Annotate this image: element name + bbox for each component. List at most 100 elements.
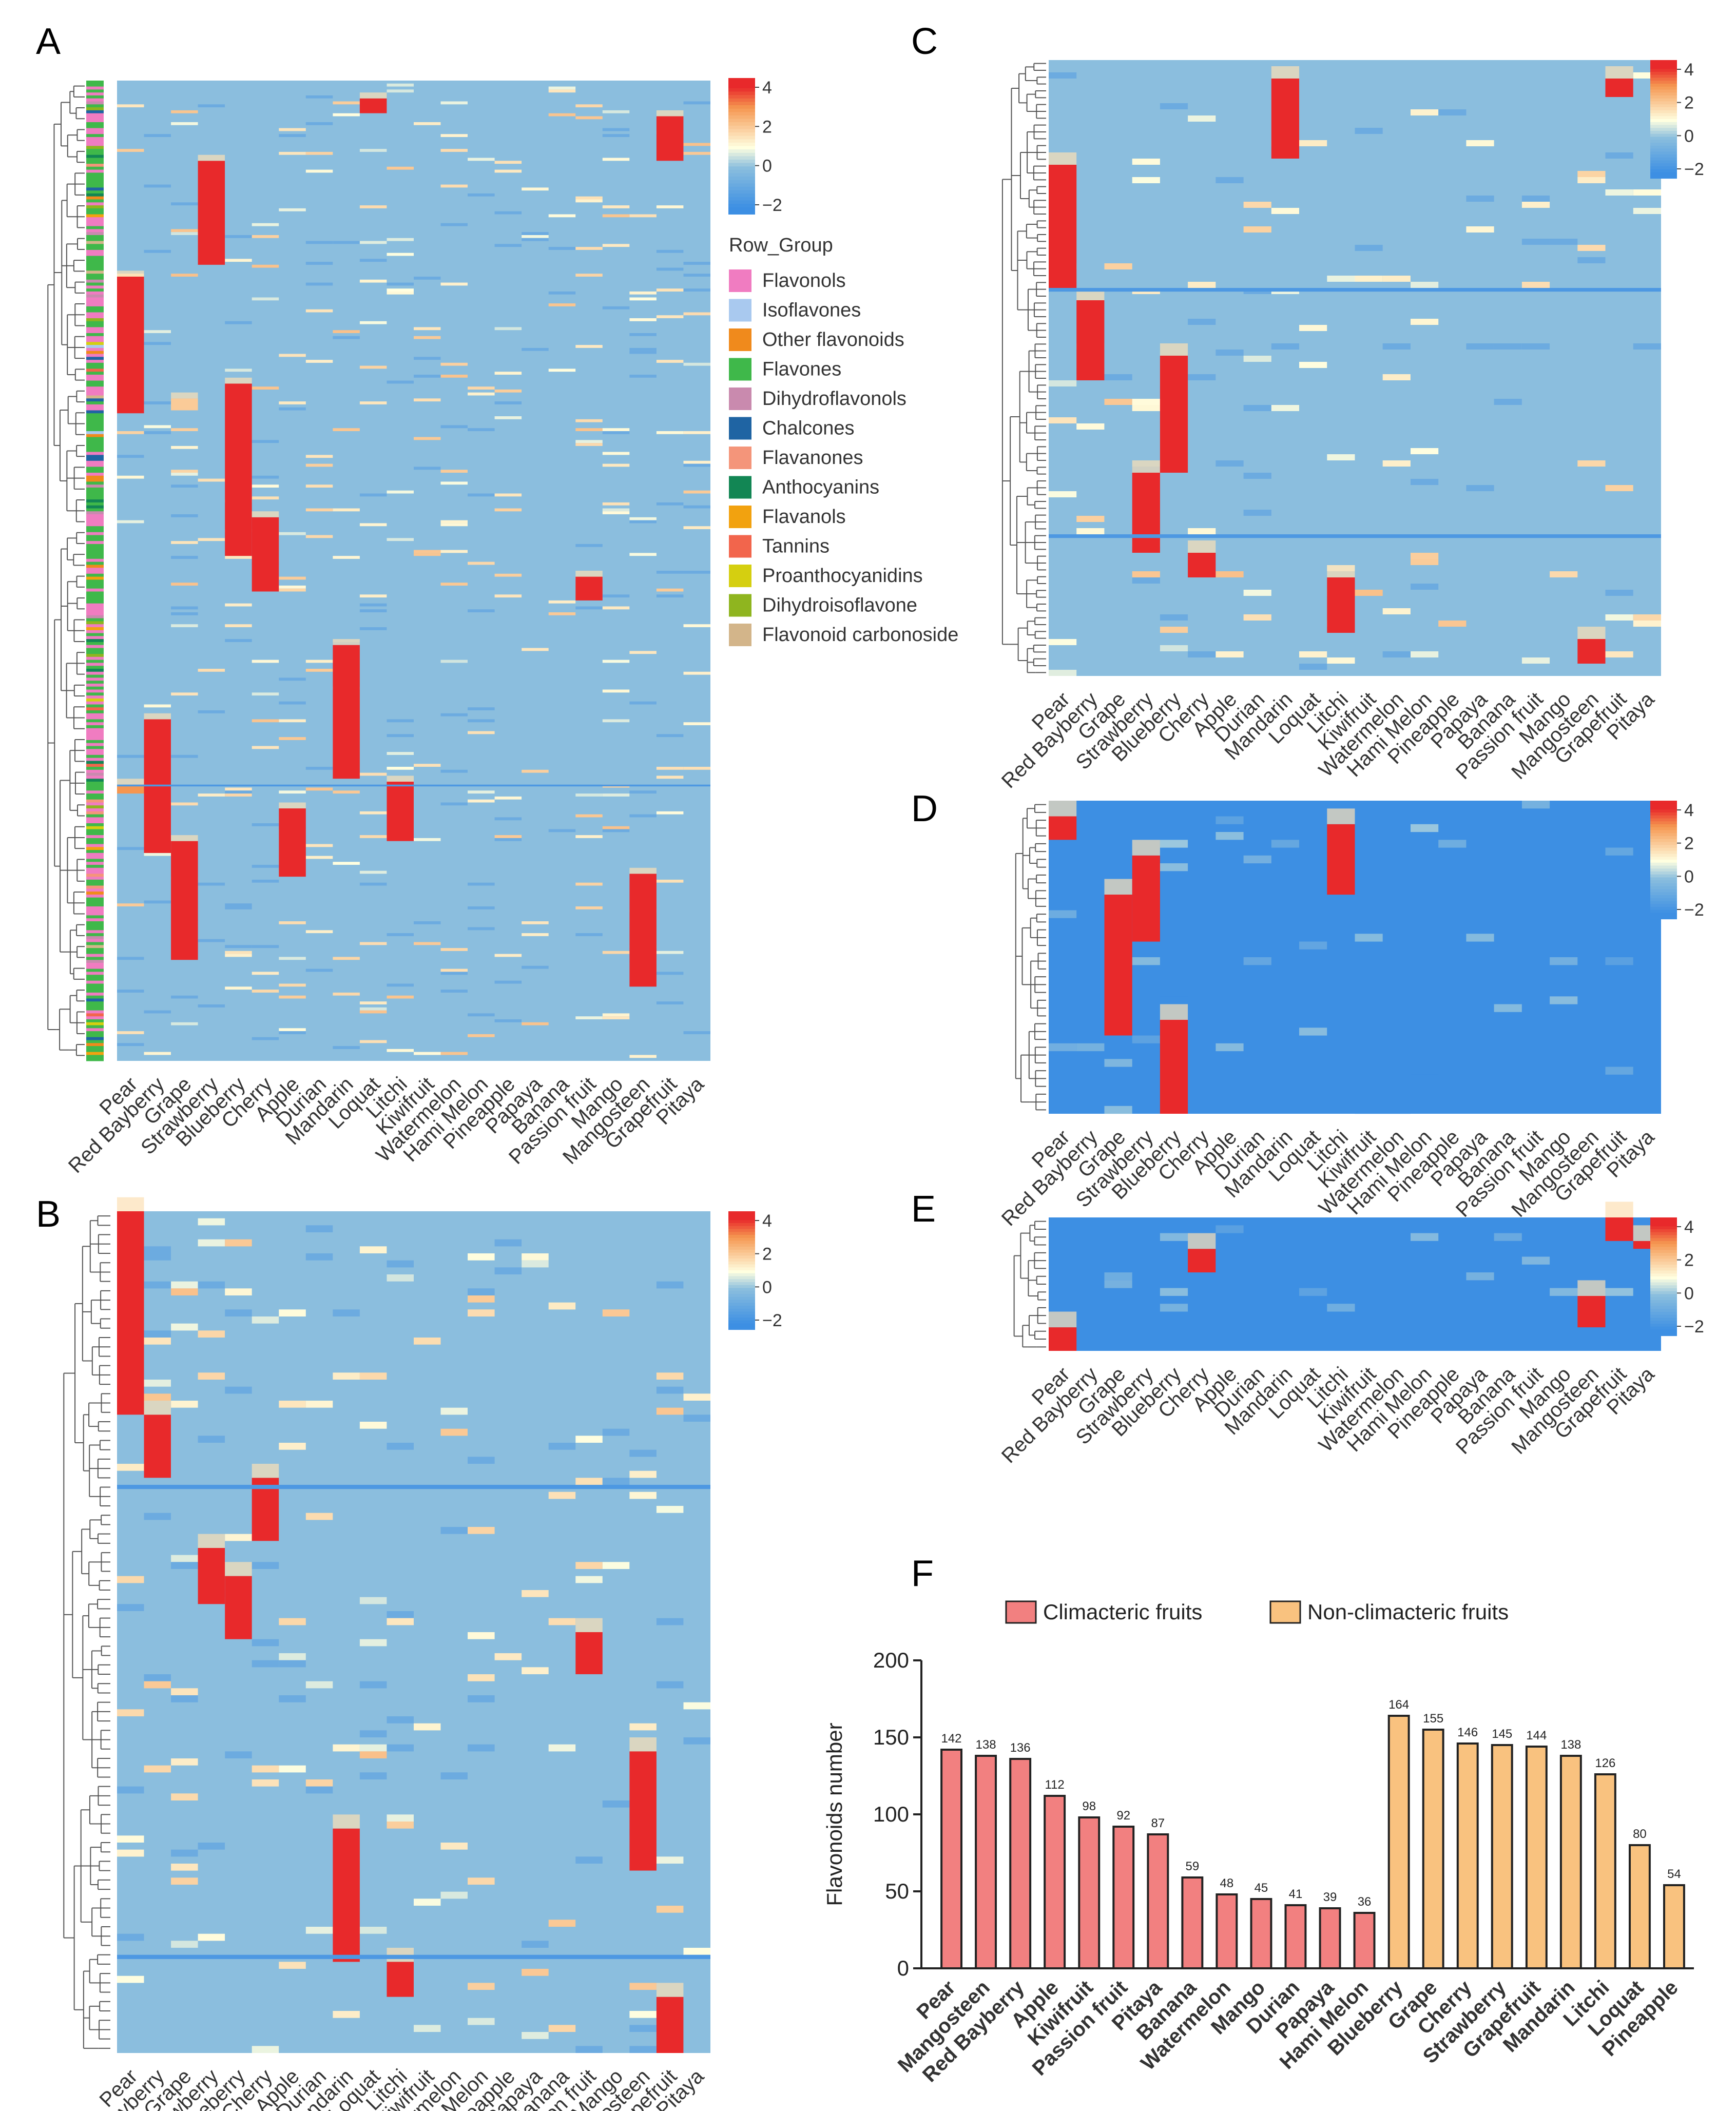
heatmap-cell (144, 1380, 171, 1387)
heatmap-cell (1076, 1295, 1105, 1304)
legend-swatch (1269, 1600, 1301, 1624)
heatmap-cell (387, 1822, 414, 1829)
bar-value-label: 138 (976, 1738, 996, 1752)
heatmap-cell (117, 1849, 144, 1857)
row-group-legend: Row_Group Flavonols Isoflavones Other flavo… (729, 235, 958, 646)
heatmap-cell (387, 538, 414, 541)
heatmap-high-block (333, 1828, 360, 1962)
heatmap-cell (440, 134, 468, 137)
dendrogram (47, 85, 85, 1056)
heatmap-cell (602, 214, 630, 218)
legend-label: Climacteric fruits (1043, 1600, 1202, 1624)
colorbar-tick: 0 (1684, 126, 1694, 146)
heatmap-cell (279, 790, 306, 794)
heatmap-cell (333, 101, 360, 105)
heatmap-cell (575, 1436, 603, 1443)
heatmap-cell (1355, 1082, 1383, 1091)
bar (1353, 1912, 1376, 1969)
heatmap-cell (602, 508, 630, 512)
heatmap-cell (1411, 824, 1439, 832)
heatmap-cell (629, 291, 657, 295)
heatmap-cell (279, 1028, 306, 1032)
heatmap-cell (656, 431, 684, 434)
heatmap-cell (117, 1976, 144, 1983)
heatmap-cell (414, 1723, 441, 1731)
heatmap-cell (440, 550, 468, 553)
heatmap-cell (629, 701, 657, 705)
heatmap-cell (305, 485, 333, 488)
heatmap-cell (1521, 343, 1550, 350)
legend-swatch (729, 565, 751, 587)
heatmap-cell (1411, 109, 1439, 115)
heatmap-cell (359, 1246, 387, 1253)
heatmap-cell (144, 1010, 171, 1014)
heatmap-cell (225, 369, 252, 372)
heatmap-cell (548, 829, 576, 832)
heatmap-cell (468, 193, 495, 197)
heatmap-cell (522, 347, 549, 351)
heatmap-cell (387, 1443, 414, 1450)
heatmap-high-block (1605, 79, 1633, 97)
heatmap-cell (468, 731, 495, 734)
heatmap-cell (252, 485, 279, 488)
colorbar: 4 2 0 −2 (728, 1211, 782, 1330)
heatmap-cell (683, 1702, 710, 1710)
heatmap-cell (1355, 895, 1383, 903)
heatmap-cell (359, 493, 387, 497)
heatmap-cell (225, 624, 252, 627)
heatmap-cell (279, 1660, 306, 1668)
heatmap-cell (656, 205, 684, 208)
heatmap-cell (468, 1632, 495, 1639)
heatmap-cell (171, 1758, 198, 1766)
heatmap-cell (522, 1022, 549, 1025)
heatmap-cell (305, 1779, 333, 1787)
heatmap-cell (144, 425, 171, 429)
heatmap-cell (279, 1962, 306, 1969)
heatmap-cell (252, 496, 279, 500)
heatmap-cell (1411, 479, 1439, 485)
bar-value-label: 92 (1116, 1809, 1130, 1823)
heatmap-cell (144, 342, 171, 345)
heatmap-cell (305, 1786, 333, 1794)
bar-value-label: 144 (1526, 1729, 1547, 1742)
heatmap-cell (440, 1843, 468, 1850)
heatmap-cell (1327, 454, 1355, 460)
heatmap-cell (440, 184, 468, 188)
heatmap-cell (198, 538, 225, 541)
heatmap-cell (171, 274, 198, 277)
bar (1319, 1907, 1341, 1969)
heatmap-cell (1327, 926, 1355, 934)
heatmap-cell (1411, 559, 1439, 565)
heatmap-cell (656, 811, 684, 815)
heatmap-high-block (225, 383, 252, 556)
heatmap-cell (1104, 374, 1132, 380)
heatmap-cell (1049, 639, 1077, 645)
heatmap-cell (440, 425, 468, 429)
heatmap-cell (468, 2018, 495, 2025)
heatmap-cell (522, 238, 549, 241)
heatmap-cell (359, 259, 387, 262)
heatmap-cell (548, 612, 576, 615)
heatmap-cell (279, 1653, 306, 1660)
heatmap-cell (279, 151, 306, 155)
bar (975, 1755, 997, 1969)
heatmap-cell (522, 1590, 549, 1597)
heatmap-cell (629, 347, 657, 351)
panel-label-a: A (36, 21, 61, 62)
heatmap-cell (1577, 257, 1606, 263)
heatmap-cell (575, 1478, 603, 1485)
heatmap-cell (225, 321, 252, 324)
bar-value-label: 98 (1082, 1799, 1096, 1813)
heatmap-cell (198, 1218, 225, 1226)
heatmap-cell (683, 571, 710, 574)
heatmap-cell (333, 1744, 360, 1752)
heatmap-cell (1160, 614, 1188, 621)
heatmap-cell (575, 116, 603, 120)
heatmap-cell (279, 701, 306, 705)
heatmap-cell (494, 835, 522, 838)
heatmap-cell (1382, 608, 1411, 614)
heatmap-cell (1382, 651, 1411, 657)
heatmap-cell (1466, 485, 1494, 491)
heatmap-cell (171, 1288, 198, 1295)
heatmap-high-block (1132, 855, 1160, 942)
